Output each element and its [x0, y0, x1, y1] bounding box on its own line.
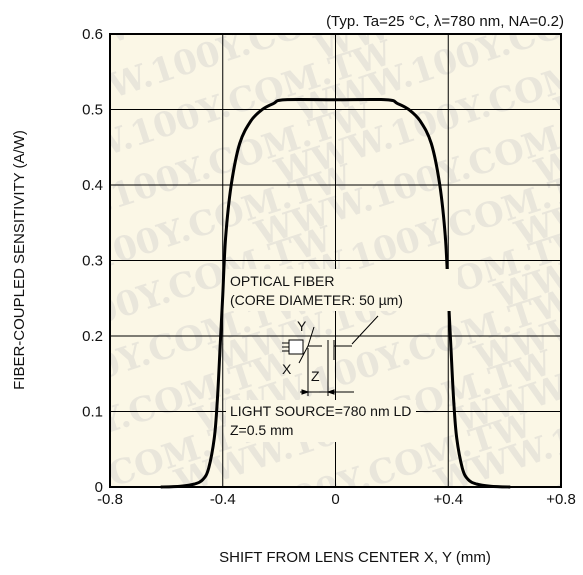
y-tick-label: 0.1: [82, 404, 103, 421]
x-axis-arrow: [298, 345, 309, 364]
chart-subtitle: (Typ. Ta=25 °C, λ=780 nm, NA=0.2): [326, 13, 564, 30]
fiber-leader-line: [351, 315, 379, 345]
x-tick-label: 0: [331, 491, 339, 508]
fiber-label-bg: [226, 269, 458, 311]
watermark-text: WWW.100Y.COM.TW: [569, 0, 583, 69]
sensitivity-curve: [160, 97, 511, 489]
z-arrow-head: [326, 389, 335, 395]
lens-block: [288, 339, 304, 355]
source-label-line2: Z=0.5 mm: [230, 422, 293, 438]
x-tick-label: -0.4: [210, 491, 236, 508]
z-arrow-head: [301, 389, 310, 395]
source-label-line1: LIGHT SOURCE=780 nm LD: [230, 403, 411, 419]
x-axis-label: SHIFT FROM LENS CENTER X, Y (mm): [219, 549, 491, 566]
source-label-bg: [226, 400, 416, 442]
y-tick-labels: 0 0.1 0.2 0.3 0.4 0.5 0.6: [82, 26, 103, 496]
y-tick-label: 0.4: [82, 177, 103, 194]
x-tick-labels: -0.8 -0.4 0 +0.4 +0.8: [97, 491, 576, 508]
y-axis-marker: Y: [297, 318, 307, 334]
x-tick-label: +0.8: [546, 491, 576, 508]
x-axis-marker: X: [282, 361, 292, 377]
fiber-label-line2: (CORE DIAMETER: 50 µm): [230, 292, 403, 308]
plot-frame: [109, 33, 562, 488]
y-tick-label: 0.6: [82, 26, 103, 43]
y-axis-label: FIBER-COUPLED SENSITIVITY (A/W): [11, 130, 28, 390]
fiber-label-line1: OPTICAL FIBER: [230, 273, 335, 289]
fiber-setup-diagram: [282, 315, 379, 396]
y-tick-label: 0.2: [82, 328, 103, 345]
y-tick-label: 0.5: [82, 102, 103, 119]
x-tick-label: +0.4: [433, 491, 463, 508]
y-axis-arrow: [307, 326, 315, 347]
x-tick-label: -0.8: [97, 491, 123, 508]
z-axis-marker: Z: [311, 368, 320, 384]
y-tick-label: 0: [95, 479, 103, 496]
y-tick-label: 0.3: [82, 253, 103, 270]
